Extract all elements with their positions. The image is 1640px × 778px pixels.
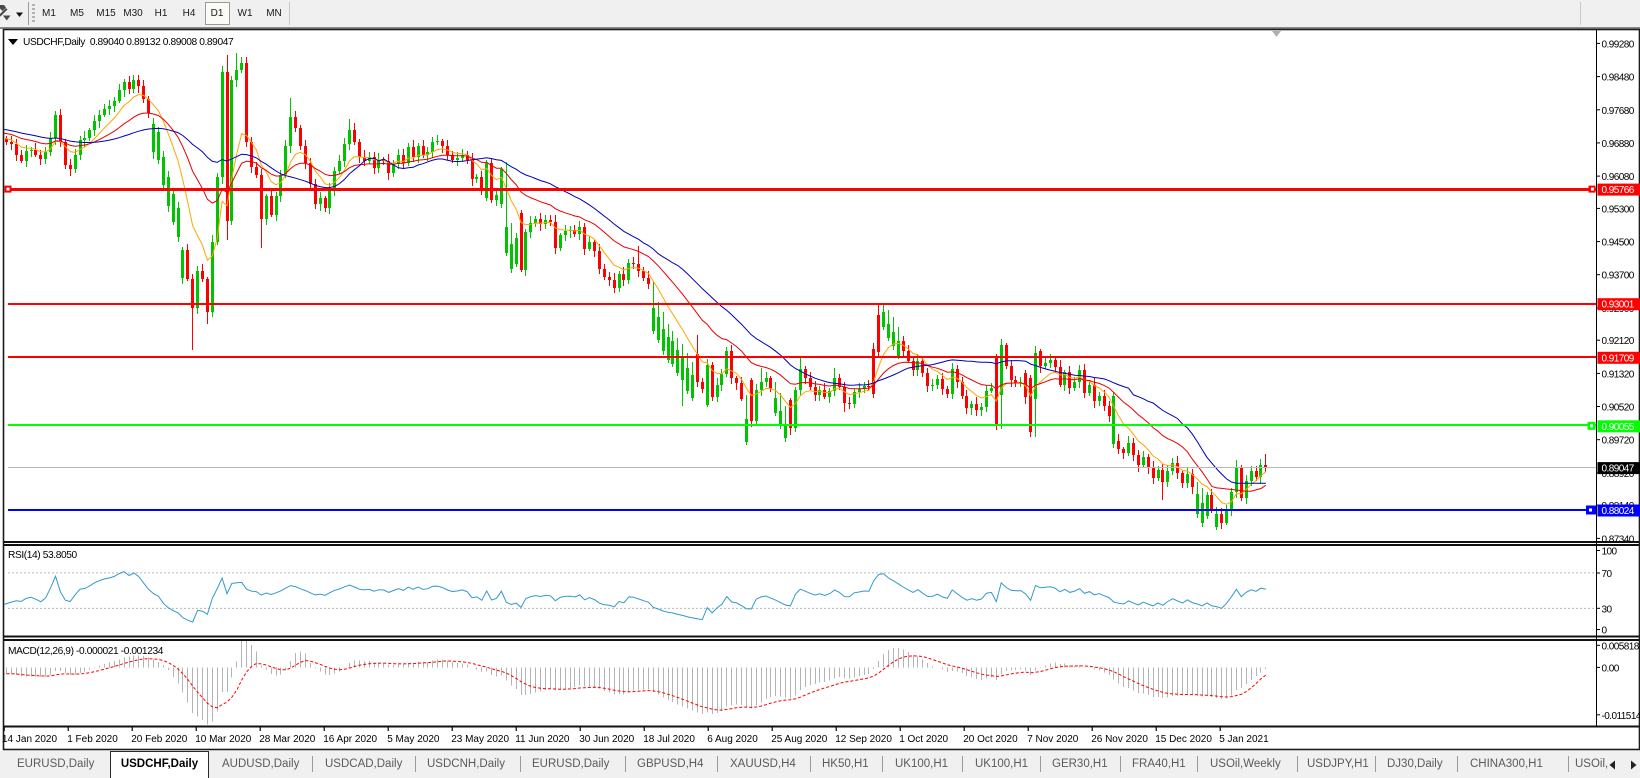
svg-text:0.89047: 0.89047 — [1602, 464, 1635, 475]
svg-text:14 Jan 2020: 14 Jan 2020 — [2, 734, 57, 745]
svg-text:11 Jun 2020: 11 Jun 2020 — [515, 734, 570, 745]
svg-text:MACD(12,26,9) -0.000021 -0.001: MACD(12,26,9) -0.000021 -0.001234 — [8, 646, 164, 657]
svg-text:23 May 2020: 23 May 2020 — [451, 734, 509, 745]
svg-text:0.91709: 0.91709 — [1602, 353, 1635, 364]
svg-text:USDCHF,Daily 0.89040 0.89132: USDCHF,Daily 0.89040 0.89132 0.89008 0.8… — [23, 37, 234, 48]
svg-text:0.99280: 0.99280 — [1602, 39, 1635, 50]
svg-text:6 Aug 2020: 6 Aug 2020 — [707, 734, 758, 745]
svg-text:15 Dec 2020: 15 Dec 2020 — [1155, 734, 1212, 745]
svg-text:0.00: 0.00 — [1602, 663, 1620, 674]
svg-text:-0.011514: -0.011514 — [1602, 711, 1640, 722]
svg-text:0.93001: 0.93001 — [1602, 300, 1635, 311]
svg-text:1 Oct 2020: 1 Oct 2020 — [899, 734, 948, 745]
svg-text:0.87340: 0.87340 — [1602, 534, 1635, 545]
svg-text:0.92120: 0.92120 — [1602, 336, 1635, 347]
svg-text:12 Sep 2020: 12 Sep 2020 — [835, 734, 892, 745]
svg-text:0.88920: 0.88920 — [1602, 469, 1635, 480]
svg-text:20 Oct 2020: 20 Oct 2020 — [963, 734, 1018, 745]
svg-text:26 Nov 2020: 26 Nov 2020 — [1091, 734, 1148, 745]
svg-text:0.98480: 0.98480 — [1602, 73, 1635, 84]
svg-text:5 Jan 2021: 5 Jan 2021 — [1219, 734, 1269, 745]
svg-text:0.88024: 0.88024 — [1602, 506, 1635, 517]
svg-text:0.97680: 0.97680 — [1602, 106, 1635, 117]
svg-text:10 Mar 2020: 10 Mar 2020 — [195, 734, 252, 745]
svg-text:30: 30 — [1602, 604, 1613, 615]
svg-text:0.005818: 0.005818 — [1602, 641, 1640, 652]
svg-text:0.91320: 0.91320 — [1602, 369, 1635, 380]
svg-text:0.90520: 0.90520 — [1602, 403, 1635, 414]
svg-text:5 May 2020: 5 May 2020 — [387, 734, 440, 745]
svg-text:0.93700: 0.93700 — [1602, 271, 1635, 282]
svg-text:0.89720: 0.89720 — [1602, 436, 1635, 447]
svg-text:0.90055: 0.90055 — [1602, 422, 1635, 433]
svg-text:100: 100 — [1602, 547, 1618, 558]
svg-text:28 Mar 2020: 28 Mar 2020 — [259, 734, 316, 745]
svg-text:25 Aug 2020: 25 Aug 2020 — [771, 734, 828, 745]
svg-text:16 Apr 2020: 16 Apr 2020 — [323, 734, 377, 745]
svg-text:20 Feb 2020: 20 Feb 2020 — [131, 734, 188, 745]
svg-text:0.95300: 0.95300 — [1602, 204, 1635, 215]
svg-text:18 Jul 2020: 18 Jul 2020 — [643, 734, 695, 745]
svg-text:70: 70 — [1602, 569, 1613, 580]
svg-text:0: 0 — [1602, 626, 1608, 637]
svg-text:0.95766: 0.95766 — [1602, 185, 1635, 196]
svg-text:30 Jun 2020: 30 Jun 2020 — [579, 734, 634, 745]
svg-text:RSI(14) 53.8050: RSI(14) 53.8050 — [8, 550, 77, 561]
svg-text:0.94500: 0.94500 — [1602, 238, 1635, 249]
svg-text:0.96080: 0.96080 — [1602, 172, 1635, 183]
svg-text:7 Nov 2020: 7 Nov 2020 — [1027, 734, 1079, 745]
svg-text:0.96880: 0.96880 — [1602, 139, 1635, 150]
svg-text:1 Feb 2020: 1 Feb 2020 — [67, 734, 118, 745]
